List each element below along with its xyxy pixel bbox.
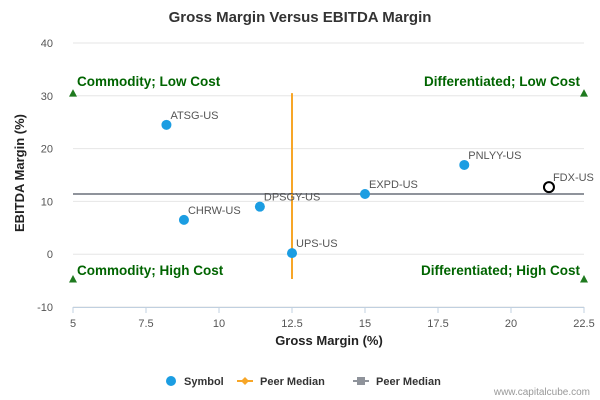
data-point[interactable] [254, 201, 265, 212]
data-point-label: PNLYY-US [468, 150, 521, 162]
chart-title: Gross Margin Versus EBITDA Margin [169, 9, 432, 26]
x-tick-label: 7.5 [138, 318, 153, 330]
data-point-label: DPSGY-US [264, 192, 320, 204]
x-tick-label: 10 [213, 318, 225, 330]
y-tick-label: 20 [41, 144, 53, 156]
data-point[interactable] [287, 248, 297, 259]
data-point-label: CHRW-US [188, 205, 241, 217]
data-point-label: FDX-US [553, 172, 594, 184]
credit-text: www.capitalcube.com [493, 387, 590, 398]
y-tick-labels: -10 0 10 20 30 40 [37, 38, 53, 314]
x-axis-label: Gross Margin (%) [275, 333, 383, 348]
y-tick-label: 10 [41, 196, 53, 208]
data-point[interactable] [178, 214, 189, 225]
y-tick-label: 40 [41, 38, 53, 50]
peer-median-lines [73, 93, 584, 280]
axes [72, 307, 585, 313]
quadrant-marker-icon [69, 89, 77, 97]
y-tick-label: 30 [41, 91, 53, 103]
quadrant-marker-icon [69, 275, 77, 283]
quadrant-label: Differentiated; Low Cost [424, 74, 581, 89]
data-point-label: UPS-US [296, 238, 338, 250]
x-tick-label: 22.5 [573, 318, 594, 330]
legend-square-icon [357, 377, 365, 385]
x-tick-labels: 5 7.5 10 12.5 15 17.5 20 22.5 [70, 318, 595, 330]
legend-diamond-icon [241, 377, 249, 385]
data-points: ATSG-US CHRW-US DPSGY-US UPS-US EXPD-US PNLYY… [161, 110, 594, 259]
data-point[interactable] [459, 159, 470, 170]
data-point[interactable] [360, 189, 370, 200]
legend-symbol-icon [166, 376, 176, 386]
quadrant-marker-icon [580, 275, 588, 283]
y-axis-label: EBITDA Margin (%) [12, 114, 27, 232]
quadrant-labels: Commodity; Low Cost Differentiated; Low C… [69, 74, 588, 283]
x-tick-label: 17.5 [427, 318, 448, 330]
x-tick-label: 20 [505, 318, 517, 330]
legend-label[interactable]: Symbol [184, 376, 224, 388]
legend-label[interactable]: Peer Median [376, 376, 441, 388]
data-point-label: EXPD-US [369, 179, 418, 191]
data-point-label: ATSG-US [170, 110, 218, 122]
y-tick-label: 0 [47, 249, 53, 261]
x-tick-label: 15 [359, 318, 371, 330]
quadrant-label: Commodity; Low Cost [77, 74, 221, 89]
quadrant-label: Commodity; High Cost [77, 263, 224, 278]
data-point[interactable] [542, 181, 555, 194]
y-tick-label: -10 [37, 302, 53, 314]
x-tick-label: 5 [70, 318, 76, 330]
quadrant-marker-icon [580, 89, 588, 97]
x-tick-label: 12.5 [281, 318, 302, 330]
legend-label[interactable]: Peer Median [260, 376, 325, 388]
legend: Symbol Peer Median Peer Median [166, 376, 441, 388]
quadrant-label: Differentiated; High Cost [421, 263, 581, 278]
data-point[interactable] [161, 119, 172, 130]
